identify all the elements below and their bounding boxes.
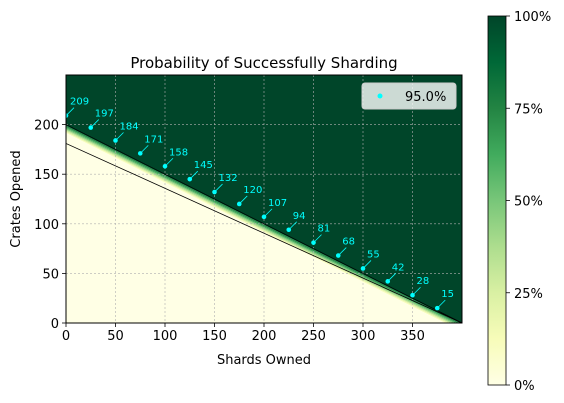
data-point — [162, 163, 168, 169]
data-label: 158 — [169, 147, 188, 158]
y-axis-label: Crates Opened — [9, 150, 24, 247]
legend-box — [361, 82, 457, 110]
x-tick-label: 100 — [153, 329, 178, 344]
band-step — [66, 129, 453, 323]
data-point — [261, 214, 267, 220]
x-tick-label: 300 — [351, 329, 376, 344]
data-label: 197 — [95, 109, 114, 120]
legend-marker-icon — [377, 93, 383, 99]
data-point — [286, 227, 292, 233]
chart-title: Probability of Successfully Sharding — [130, 54, 397, 72]
data-point — [236, 201, 242, 207]
data-label: 132 — [219, 173, 238, 184]
band-step — [66, 132, 446, 323]
data-label: 209 — [70, 97, 89, 108]
lower-boundary-line — [66, 143, 462, 323]
data-point — [66, 113, 69, 118]
data-point — [434, 305, 440, 311]
x-tick-label: 0 — [62, 329, 70, 344]
data-point — [335, 253, 341, 258]
data-point — [137, 151, 143, 156]
y-axis-ticks: 0 50 100 150 200 — [34, 119, 66, 332]
data-label: 42 — [392, 262, 405, 273]
data-point — [88, 125, 94, 130]
data-point — [360, 266, 366, 271]
y-tick-label: 150 — [34, 168, 59, 183]
band-step — [66, 131, 448, 323]
upper-boundary-line — [66, 124, 462, 323]
legend-label: 95.0% — [405, 90, 446, 105]
band-step — [66, 125, 460, 323]
legend: 95.0% — [361, 82, 457, 110]
plot-area: 209 197 184 171 158 145 132 120 107 94 81 68 55 42 28 1… — [66, 75, 462, 323]
data-label: 107 — [268, 198, 287, 209]
colorbar: 0% 25% 50% 75% 100% — [487, 10, 551, 394]
x-tick-label: 350 — [400, 329, 425, 344]
colorbar-tick-label: 0% — [514, 379, 535, 394]
x-tick-label: 250 — [301, 329, 326, 344]
x-tick-label: 50 — [107, 329, 124, 344]
colorbar-ticks: 0% 25% 50% 75% 100% — [506, 10, 551, 394]
data-label: 68 — [342, 237, 355, 248]
data-label: 15 — [441, 289, 454, 300]
data-label: 94 — [293, 211, 306, 222]
data-label: 120 — [243, 185, 262, 196]
data-point — [311, 240, 316, 245]
y-tick-label: 50 — [42, 267, 59, 282]
data-label: 28 — [417, 276, 430, 287]
data-point — [385, 279, 391, 284]
data-point — [410, 292, 415, 298]
colorbar-tick-label: 50% — [514, 195, 543, 210]
data-label: 55 — [367, 249, 380, 260]
x-tick-label: 200 — [252, 329, 277, 344]
band-step — [66, 130, 451, 323]
x-tick-label: 150 — [202, 329, 227, 344]
data-point — [187, 176, 193, 182]
x-axis-label: Shards Owned — [217, 353, 311, 368]
data-label: 145 — [194, 160, 213, 171]
y-tick-label: 0 — [51, 317, 59, 332]
colorbar-tick-label: 25% — [514, 287, 543, 302]
band-step — [66, 126, 458, 323]
y-tick-label: 200 — [34, 119, 59, 134]
y-tick-label: 100 — [34, 218, 59, 233]
colorbar-tick-label: 100% — [514, 10, 551, 25]
colorbar-gradient — [487, 15, 507, 386]
colorbar-tick-label: 75% — [514, 102, 543, 117]
band-step — [66, 128, 455, 323]
threshold-points: 209 197 184 171 158 145 132 120 107 94 81 68 55 42 28 1… — [66, 97, 454, 311]
data-label: 184 — [120, 121, 139, 132]
data-label: 171 — [144, 134, 163, 145]
x-axis-ticks: 0 50 100 150 200 250 300 350 — [62, 323, 425, 344]
data-point — [113, 138, 118, 143]
data-label: 81 — [318, 224, 331, 235]
data-point — [212, 189, 217, 195]
